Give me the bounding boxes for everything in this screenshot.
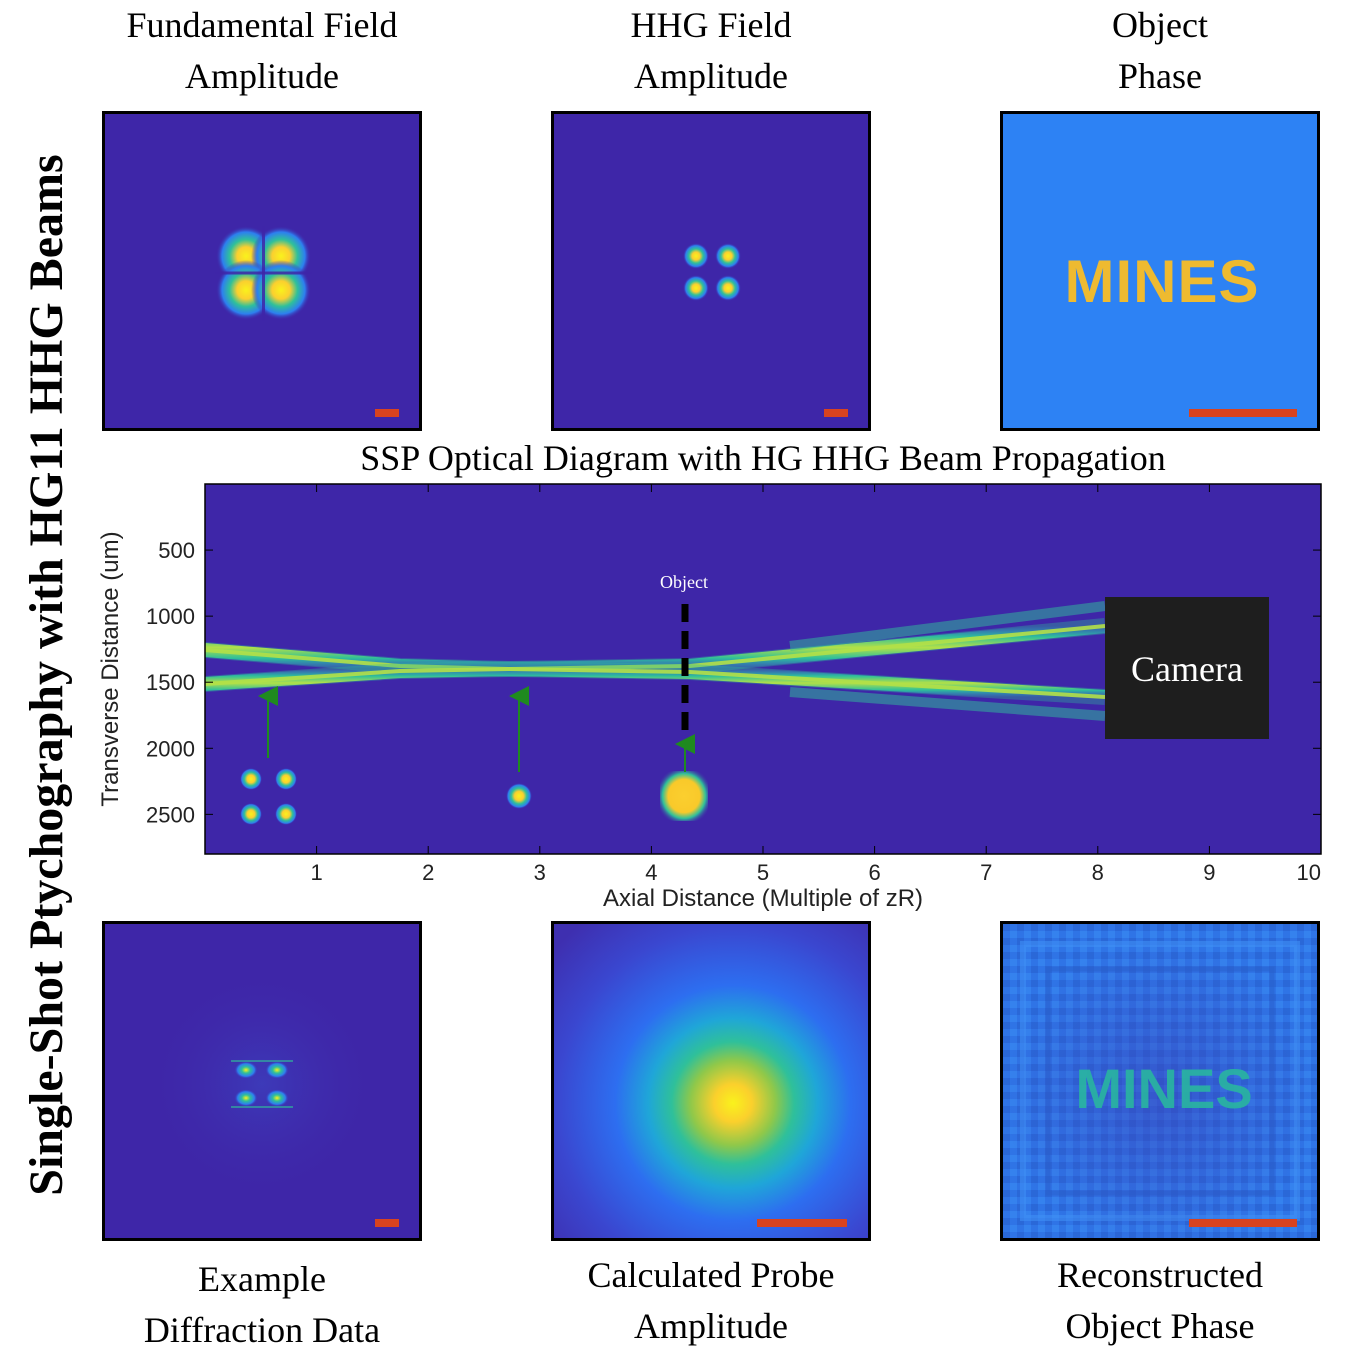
x-tick-label-4: 4	[645, 860, 657, 885]
x-tick-label-7: 7	[980, 860, 992, 885]
scale-bar	[1189, 409, 1297, 417]
y-tick-label-1500: 1500	[146, 670, 195, 695]
spot-focus	[506, 783, 532, 809]
diffraction-title-line2: Diffraction Data	[143, 1310, 381, 1350]
camera-label: Camera	[1131, 649, 1243, 689]
hhg-lobes	[683, 243, 741, 301]
camera-box	[1105, 597, 1269, 739]
y-tick-label-2000: 2000	[146, 736, 195, 761]
mines-logo: MINES	[1064, 248, 1259, 315]
hhg-title-line2: Amplitude	[634, 56, 788, 96]
diffraction-title: Example Diffraction Data	[52, 1254, 472, 1356]
probe-title-line2: Amplitude	[634, 1306, 788, 1346]
spot-object	[660, 771, 708, 821]
fundamental-field-panel	[102, 111, 422, 431]
reconstructed-title-line2: Object Phase	[1065, 1306, 1255, 1346]
scale-bar	[375, 1219, 399, 1227]
scale-bar	[824, 409, 848, 417]
object-phase-title: Object Phase	[950, 0, 1370, 102]
fundamental-lobes	[215, 226, 312, 321]
y-tick-label-500: 500	[158, 538, 195, 563]
reconstructed-mines-logo: MINES	[1075, 1057, 1252, 1120]
y-tick-label-2500: 2500	[146, 802, 195, 827]
reconstructed-title-line1: Reconstructed	[1057, 1255, 1263, 1295]
scale-bar	[1189, 1219, 1297, 1227]
x-tick-label-8: 8	[1092, 860, 1104, 885]
beam-paths: Object Camera	[205, 572, 1269, 825]
figure-vertical-title: Single-Shot Ptychography with HG11 HHG B…	[20, 154, 73, 1196]
x-tick-label-6: 6	[868, 860, 880, 885]
x-tick-label-2: 2	[422, 860, 434, 885]
scale-bar	[757, 1219, 847, 1227]
y-tick-label-1000: 1000	[146, 604, 195, 629]
diffraction-lobes	[231, 1060, 293, 1108]
object-phase-title-line1: Object	[1112, 5, 1208, 45]
reconstructed-title: Reconstructed Object Phase	[950, 1250, 1370, 1352]
diffraction-panel	[102, 921, 422, 1241]
object-phase-title-line2: Phase	[1118, 56, 1202, 96]
probe-title-line1: Calculated Probe	[587, 1255, 835, 1295]
hhg-field-panel	[551, 111, 871, 431]
x-tick-label-9: 9	[1203, 860, 1215, 885]
diffraction-title-line1: Example	[198, 1259, 326, 1299]
x-tick-label-1: 1	[310, 860, 322, 885]
fundamental-title: Fundamental Field Amplitude	[52, 0, 472, 102]
reconstructed-panel: MINES	[1000, 921, 1320, 1241]
x-axis-label: Axial Distance (Multiple of zR)	[603, 885, 923, 912]
probe-panel	[551, 921, 871, 1241]
probe-title: Calculated Probe Amplitude	[501, 1250, 921, 1352]
fundamental-title-line1: Fundamental Field	[126, 5, 398, 45]
object-phase-panel: MINES	[1000, 111, 1320, 431]
y-axis-label: Transverse Distance (um)	[97, 531, 124, 806]
x-axis-ticks: 1 2 3 4 5 6 7 8 9 10	[310, 484, 1322, 885]
object-label: Object	[660, 572, 708, 592]
x-tick-label-10: 10	[1297, 860, 1321, 885]
diagram-title: SSP Optical Diagram with HG HHG Beam Pro…	[360, 438, 1166, 478]
x-tick-label-3: 3	[534, 860, 546, 885]
probe-spot	[554, 924, 868, 1238]
y-axis-ticks: 500 1000 1500 2000 2500	[146, 538, 1321, 827]
x-tick-label-5: 5	[757, 860, 769, 885]
fundamental-title-line2: Amplitude	[185, 56, 339, 96]
hhg-title: HHG Field Amplitude	[501, 0, 921, 102]
hhg-title-line1: HHG Field	[630, 5, 792, 45]
scale-bar	[375, 409, 399, 417]
spots-hg11	[240, 768, 297, 825]
diagram-plot: Object Camera 1 2 3 4 5 6 7 8 9 10 500 1000 1500 200…	[97, 483, 1322, 912]
